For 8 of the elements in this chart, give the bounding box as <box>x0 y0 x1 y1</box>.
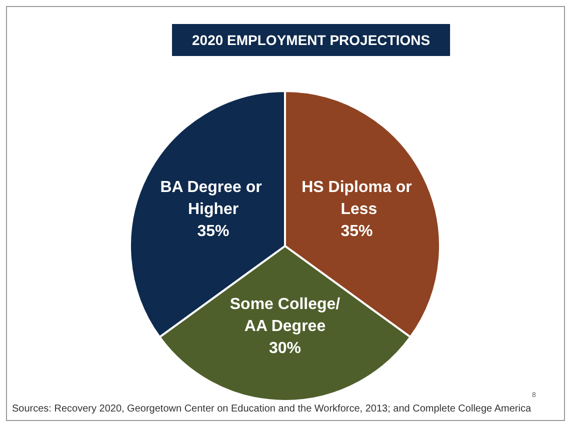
slice-label: HS Diploma or Less <box>302 178 412 218</box>
source-note: Sources: Recovery 2020, Georgetown Center on Education and the Workforce, 2013; and Complete College America <box>12 404 532 414</box>
data-label: 35% <box>197 222 230 240</box>
data-label: 30% <box>268 340 302 357</box>
data-label: 35% <box>340 222 373 240</box>
slice-label: BA Degree or Higher <box>160 178 266 218</box>
slice-label: Some College/AA Degree <box>230 296 341 335</box>
chart-title: 2020 EMPLOYMENT PROJECTIONS <box>192 32 430 48</box>
